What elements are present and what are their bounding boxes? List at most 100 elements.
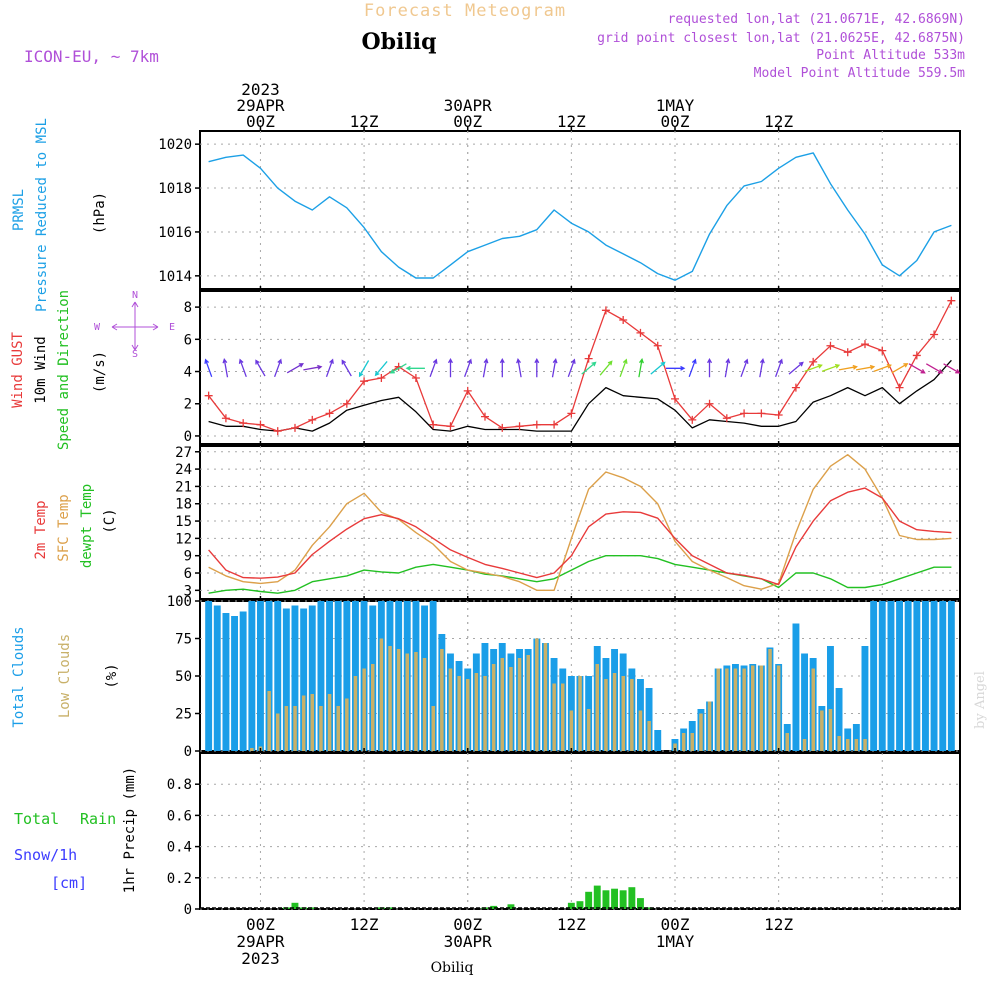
footer-location: Obiliq [431, 960, 474, 976]
rain-bar [619, 890, 627, 909]
low-cloud-bar [526, 655, 530, 751]
low-cloud-bar [578, 676, 582, 751]
gust-marker [722, 414, 731, 423]
top-time-label: 2023 [241, 80, 280, 99]
total-cloud-bar [326, 601, 333, 751]
low-cloud-bar [751, 665, 755, 751]
gust-marker [912, 351, 921, 360]
low-cloud-bar [466, 679, 470, 751]
point-altitude: Point Altitude 533m [816, 48, 965, 63]
rain-bar [576, 901, 584, 909]
total-cloud-bar [922, 601, 929, 751]
gust-marker [221, 414, 230, 423]
low-cloud-bar [828, 709, 833, 751]
rain-label-total: Total [14, 810, 59, 828]
wind-direction-arrow [405, 365, 425, 371]
rain-bar [490, 905, 498, 909]
temp2m-line [208, 487, 952, 586]
low-cloud-bar [396, 649, 401, 751]
gust-marker [843, 348, 852, 357]
wind-direction-arrow [273, 358, 283, 378]
snow-label: Snow/1h [14, 846, 77, 864]
gust-marker [463, 386, 472, 395]
total-cloud-bar [308, 605, 316, 751]
low-cloud-bar [327, 694, 332, 751]
gust-marker [567, 409, 576, 418]
temperature-ytick-label: 15 [175, 514, 192, 530]
wind-direction-arrow [759, 358, 765, 378]
wind-ytick-label: 2 [184, 397, 192, 413]
wind-dir-label: Speed and Direction [56, 290, 72, 450]
location-title: Obiliq [361, 29, 436, 55]
total-cloud-bar [239, 611, 247, 751]
wind-direction-arrow [908, 363, 926, 374]
pressure-label-2: Pressure Reduced to MSL [34, 118, 50, 312]
bottom-time-label: 30APR [444, 932, 493, 951]
low-cloud-bar [388, 646, 392, 751]
temperature-panel-frame [199, 445, 961, 600]
rain-bar [291, 902, 299, 909]
gust-marker [239, 419, 248, 428]
low-cloud-bar [673, 743, 677, 751]
low-cloud-bar [483, 676, 487, 751]
gust-marker [688, 415, 697, 424]
low-cloud-bar [362, 668, 366, 751]
wind-direction-arrow [638, 358, 644, 378]
wind-direction-arrow [821, 363, 841, 373]
top-time-label: 1MAY [656, 96, 695, 115]
watermark: by Angel [973, 671, 988, 729]
wind-direction-arrow [774, 358, 783, 378]
wind-direction-arrow [238, 358, 247, 378]
compass-w: W [94, 322, 101, 333]
temperature-ytick-label: 27 [175, 445, 192, 461]
compass-e: E [169, 322, 175, 333]
gust-marker [930, 330, 939, 339]
top-time-label: 12Z [557, 112, 586, 131]
wind-ytick-label: 6 [184, 332, 192, 348]
wind10m-label: 10m Wind [33, 336, 49, 403]
low-cloud-bar [681, 733, 686, 751]
wind-direction-arrow [599, 360, 613, 376]
total-cloud-bar [801, 653, 808, 751]
wind-unit: (m/s) [92, 351, 108, 393]
wind-direction-arrow [516, 358, 522, 378]
rain-bar [628, 887, 636, 909]
gust-marker [601, 306, 610, 315]
total-cloud-bar [317, 601, 325, 751]
low-cloud-bar [543, 643, 548, 751]
low-cloud-bar [267, 691, 271, 751]
wind-direction-arrow [358, 360, 370, 378]
low-cloud-bar [491, 664, 496, 751]
gust-marker [757, 409, 766, 418]
low-cloud-bar [725, 668, 729, 751]
low-cloud-bar [353, 676, 358, 751]
bottom-time-label: 12Z [350, 915, 379, 934]
rain-bar [507, 904, 515, 909]
gust-marker [308, 415, 317, 424]
total-cloud-bar [213, 605, 221, 751]
bottom-time-label: 29APR [236, 932, 285, 951]
rain-bar [645, 907, 653, 909]
rain-bar [593, 885, 601, 909]
precip-ylabel: 1hr Precip (mm) [122, 767, 138, 893]
low-cloud-bar [612, 673, 617, 751]
total-cloud-bar [947, 601, 955, 751]
gust-marker [204, 391, 213, 400]
low-cloud-bar [742, 668, 746, 751]
rain-bar [637, 898, 644, 909]
temperature-ytick-label: 12 [175, 531, 192, 547]
wind-direction-arrow [943, 363, 961, 374]
low-cloud-bar [336, 706, 340, 751]
wind-direction-arrow [551, 358, 558, 378]
bottom-time-label: 12Z [557, 915, 586, 934]
pressure-unit: (hPa) [92, 192, 108, 234]
pressure-ytick-label: 1016 [158, 225, 192, 241]
requested-coords: requested lon,lat (21.0671E, 42.6869N) [668, 12, 965, 27]
wind-direction-arrow [891, 363, 909, 374]
temperature-ytick-label: 9 [184, 549, 192, 565]
low-cloud-bar [552, 683, 556, 751]
clouds-ytick-label: 0 [184, 744, 192, 760]
wind-direction-arrow [788, 361, 804, 375]
temp2m-label: 2m Temp [33, 500, 49, 559]
